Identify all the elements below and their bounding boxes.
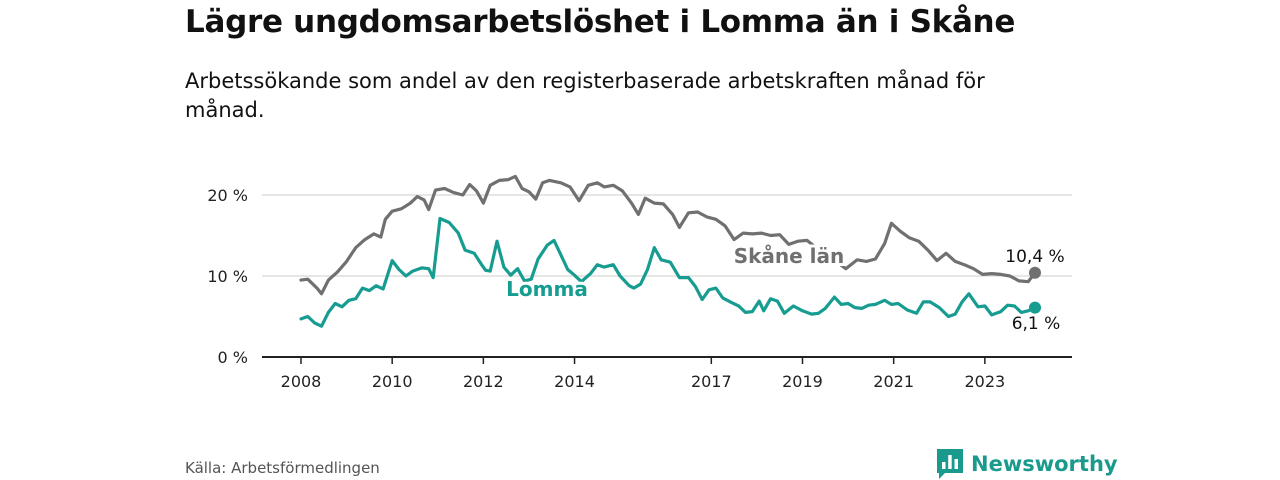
- x-tick-label-2010: 2010: [372, 372, 413, 391]
- x-tick-label-2008: 2008: [281, 372, 322, 391]
- gridlines: [262, 194, 1072, 277]
- chart-subtitle: Arbetssökande som andel av den registerb…: [185, 69, 985, 122]
- y-tick-label-0: 0 %: [218, 348, 248, 367]
- end-value-skane: 10,4 %: [1005, 247, 1064, 267]
- y-tick-label-10: 10 %: [207, 267, 248, 286]
- series-label-skane: Skåne län: [734, 244, 845, 268]
- y-axis: 0 % 10 % 20 %: [207, 186, 248, 367]
- series-labels: Skåne län Lomma 10,4 % 6,1 %: [503, 241, 1067, 337]
- x-tick-label-2017: 2017: [691, 372, 732, 391]
- series-line-sk-ne-l-n: [299, 174, 1037, 296]
- chart-title: Lägre ungdomsarbetslöshet i Lomma än i S…: [185, 4, 1016, 40]
- y-tick-label-20: 20 %: [207, 186, 248, 205]
- x-tick-label-2023: 2023: [964, 372, 1005, 391]
- brand-name: Newsworthy: [971, 452, 1118, 476]
- end-marker-sk-ne-l-n: [1029, 266, 1041, 279]
- series-line-lomma: [299, 216, 1037, 328]
- newsworthy-logo-icon: [937, 449, 963, 479]
- x-tick-label-2014: 2014: [554, 372, 595, 391]
- end-marker-lomma: [1029, 301, 1041, 314]
- x-tick-label-2021: 2021: [873, 372, 914, 391]
- end-value-lomma: 6,1 %: [1012, 314, 1061, 334]
- series-lines: [299, 174, 1041, 328]
- series-label-lomma: Lomma: [506, 277, 588, 301]
- x-axis: 2008 2010 2012 2014 2017 2019 2021 2023: [262, 356, 1072, 391]
- x-tick-label-2012: 2012: [463, 372, 504, 391]
- brand-logo: Newsworthy: [937, 449, 1118, 479]
- source-note: Källa: Arbetsförmedlingen: [185, 459, 380, 477]
- x-tick-label-2019: 2019: [782, 372, 823, 391]
